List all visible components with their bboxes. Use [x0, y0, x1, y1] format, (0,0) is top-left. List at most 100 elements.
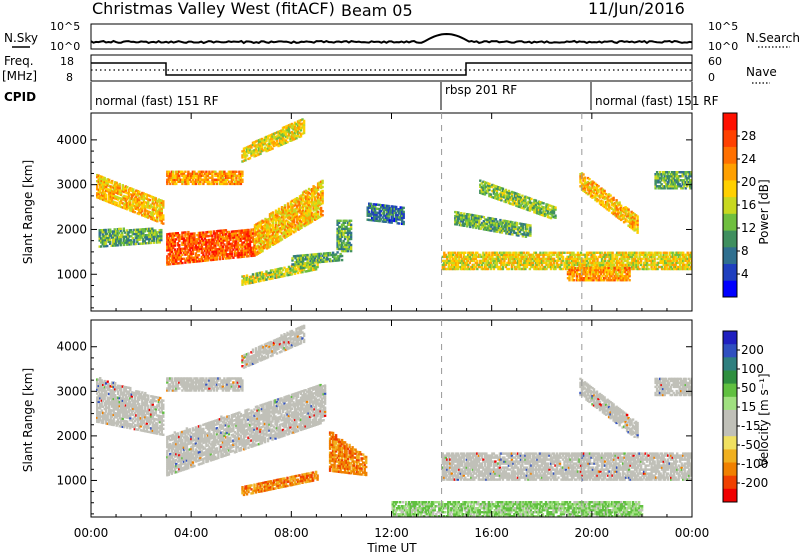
power-colorbar-segment	[723, 246, 737, 264]
power-colorbar-tick-label: 24	[741, 152, 756, 166]
cpid-label: CPID	[4, 90, 36, 104]
time-axis: 00:00 04:00 08:00 12:00 16:00 20:00 00:00	[74, 113, 710, 540]
time-tick-label: 00:00	[675, 526, 710, 540]
power-feature-10	[366, 202, 405, 226]
power-colorbar-tick-label: 8	[741, 244, 749, 258]
frequency-line	[91, 62, 692, 76]
freq-right-tick-top: 60	[708, 55, 722, 68]
velocity-colorbar-segment	[723, 436, 737, 450]
power-colorbar-segment	[723, 196, 737, 214]
power-range-axis: 1000 2000 3000 4000	[56, 133, 692, 309]
velocity-colorbar-frame	[722, 330, 738, 503]
cpid-panel: CPID normal (fast) 151 RF rbsp 201 RF no…	[4, 82, 719, 110]
velocity-colorbar-label: Velocity [m s⁻¹]	[757, 373, 771, 466]
power-feature-14	[579, 172, 639, 234]
range-tick-label: 2000	[56, 222, 87, 236]
velocity-colorbar-segment	[723, 331, 737, 345]
power-colorbar-segment	[723, 230, 737, 248]
velocity-feature-3	[166, 377, 244, 392]
velocity-colorbar-tick-label: 15	[741, 400, 756, 414]
velocity-colorbar-segment	[723, 462, 737, 477]
velocity-colorbar-segment	[723, 344, 737, 358]
range-tick-label: 1000	[56, 267, 87, 281]
velocity-range-axis: 1000 2000 3000 4000	[56, 340, 692, 515]
range-tick-label: 4000	[56, 133, 87, 147]
power-feature-1	[96, 173, 165, 225]
velocity-feature-5	[241, 470, 319, 497]
dashed-time-markers	[441, 113, 583, 517]
velocity-colorbar-segment	[723, 370, 737, 385]
velocity-feature-8	[579, 377, 639, 439]
velocity-colorbar-segment	[723, 409, 737, 424]
power-data-marks	[96, 118, 692, 286]
power-feature-13	[479, 179, 557, 220]
nsky-label: N.Sky	[4, 31, 38, 45]
freq-label: Freq.	[4, 54, 34, 68]
velocity-colorbar-tick-label: -100	[741, 457, 768, 471]
freq-right-tick-bottom: 0	[708, 71, 715, 84]
power-feature-3	[253, 179, 324, 256]
freq-unit-label: [MHz]	[2, 69, 37, 83]
power-feature-9	[336, 219, 353, 253]
velocity-feature-4	[241, 324, 306, 369]
velocity-colorbar-tick-label: -15	[741, 419, 761, 433]
freq-left-tick-top: 18	[60, 55, 74, 68]
power-colorbar-segment	[723, 263, 737, 281]
velocity-colorbar-segment	[723, 423, 737, 437]
nave-label: Nave	[746, 65, 777, 79]
power-colorbar-segment	[723, 146, 737, 164]
range-tick-label: 2000	[56, 429, 87, 443]
range-tick-label: 3000	[56, 178, 87, 192]
power-feature-11	[454, 210, 532, 238]
velocity-colorbar-segment	[723, 488, 737, 503]
power-feature-16	[566, 266, 631, 282]
time-tick-label: 00:00	[74, 526, 109, 540]
power-colorbar-label: Power [dB]	[757, 179, 771, 244]
velocity-colorbar-segment	[723, 383, 737, 398]
power-feature-12	[441, 251, 692, 271]
power-colorbar: 4 8 12 16 20 24 28	[722, 112, 756, 298]
figure-title: Christmas Valley West (fitACF)	[92, 0, 335, 18]
power-feature-15	[654, 171, 692, 190]
velocity-y-axis-label: Slant Range [km]	[21, 368, 35, 472]
velocity-colorbar-tick-label: -50	[741, 438, 761, 452]
time-tick-label: 08:00	[274, 526, 309, 540]
power-colorbar-tick-label: 12	[741, 221, 756, 235]
velocity-colorbar: 200 100 50 15 -15 -50 -100 -200	[722, 330, 768, 503]
velocity-feature-2	[166, 383, 327, 477]
velocity-colorbar-tick-label: 100	[741, 362, 764, 376]
time-tick-label: 20:00	[575, 526, 610, 540]
cpid-segment-2: rbsp 201 RF	[445, 83, 517, 97]
velocity-feature-10	[391, 501, 644, 517]
velocity-colorbar-tick-label: 200	[741, 343, 764, 357]
velocity-panel: 1000 2000 3000 4000	[56, 319, 693, 518]
power-feature-2	[166, 228, 256, 266]
power-feature-6	[98, 227, 163, 248]
power-feature-8	[291, 251, 344, 266]
cpid-segment-1: normal (fast) 151 RF	[95, 94, 219, 108]
velocity-colorbar-tick-label: -200	[741, 476, 768, 490]
power-colorbar-segment	[723, 280, 737, 298]
time-tick-label: 16:00	[474, 526, 509, 540]
time-tick-label: 04:00	[174, 526, 209, 540]
noise-right-tick-top: 10^5	[708, 20, 738, 33]
range-tick-label: 4000	[56, 340, 87, 354]
time-axis-label: Time UT	[366, 541, 417, 554]
velocity-feature-9	[654, 377, 692, 397]
power-colorbar-segment	[723, 163, 737, 181]
velocity-feature-7	[441, 452, 692, 481]
power-colorbar-tick-label: 16	[741, 198, 756, 212]
power-feature-4	[166, 170, 244, 186]
velocity-colorbar-segment	[723, 357, 737, 371]
velocity-feature-1	[96, 377, 165, 436]
range-tick-label: 3000	[56, 384, 87, 398]
velocity-feature-6	[328, 431, 368, 477]
noise-left-tick-top: 10^5	[50, 20, 80, 33]
power-colorbar-tick-label: 4	[741, 267, 749, 281]
power-panel: 1000 2000 3000 4000	[56, 112, 693, 312]
velocity-colorbar-segment	[723, 396, 737, 411]
noise-panel: N.Sky 10^5 10^0 10^5 10^0 N.Search	[4, 20, 800, 53]
frequency-panel: Freq. [MHz] 18 8 60 0 Nave	[2, 54, 777, 84]
noise-sky-line	[90, 32, 693, 45]
